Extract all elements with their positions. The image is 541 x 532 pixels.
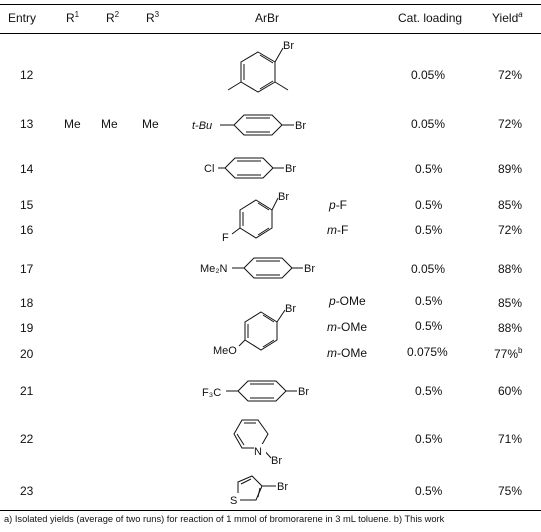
cat-14: 0.5% xyxy=(415,162,443,176)
entry-23: 23 xyxy=(20,484,34,498)
entry-21: 21 xyxy=(20,384,34,398)
br-label: Br xyxy=(271,455,282,467)
header-cat-loading: Cat. loading xyxy=(398,11,463,25)
br-label: Br xyxy=(295,120,306,132)
entry-12: 12 xyxy=(20,68,34,82)
br-label: Br xyxy=(283,40,294,52)
header-rule xyxy=(0,33,541,34)
structure-14: Cl Br xyxy=(204,157,296,179)
sub-16: m-F xyxy=(327,223,349,237)
br-label: Br xyxy=(304,263,315,275)
yield-23: 75% xyxy=(498,484,523,498)
structure-17: Me₂N Br xyxy=(200,257,315,279)
header-r2: R2 xyxy=(106,10,120,26)
entry-19: 19 xyxy=(20,321,34,335)
yield-22: 71% xyxy=(498,432,523,446)
cat-18: 0.5% xyxy=(415,294,443,308)
structure-18-20: Br MeO xyxy=(213,303,296,357)
sub-20: m-OMe xyxy=(327,346,367,360)
yield-16: 72% xyxy=(498,223,523,237)
sub-19: m-OMe xyxy=(327,320,367,334)
entry-13: 13 xyxy=(20,117,34,131)
entry-22: 22 xyxy=(20,432,34,446)
entry-14: 14 xyxy=(20,162,34,176)
entry-17: 17 xyxy=(20,262,34,276)
structure-12: Br xyxy=(227,40,294,93)
yield-17: 88% xyxy=(498,262,523,276)
tbu-label: t-Bu xyxy=(192,120,212,132)
me2n-label: Me₂N xyxy=(200,263,228,275)
n-label: N xyxy=(254,446,262,458)
sub-15: p-F xyxy=(329,198,348,212)
r1-13: Me xyxy=(64,117,81,131)
br-label: Br xyxy=(278,191,289,203)
yield-19: 88% xyxy=(498,321,523,335)
cat-22: 0.5% xyxy=(415,432,443,446)
yield-20: 77%b xyxy=(494,346,523,362)
cat-19: 0.5% xyxy=(415,319,443,333)
yield-15: 85% xyxy=(498,198,523,212)
yield-18: 85% xyxy=(498,296,523,310)
structure-15-16: Br F xyxy=(222,191,289,244)
entry-16: 16 xyxy=(20,223,34,237)
br-label: Br xyxy=(298,386,309,398)
yield-13: 72% xyxy=(498,117,523,131)
cat-21: 0.5% xyxy=(415,384,443,398)
entry-20: 20 xyxy=(20,347,34,361)
bottom-rule xyxy=(0,510,541,511)
header-r1: R1 xyxy=(66,10,80,26)
top-rule xyxy=(0,4,541,5)
entry-15: 15 xyxy=(20,198,34,212)
br-label: Br xyxy=(285,303,296,315)
header-r3: R3 xyxy=(146,10,160,26)
entry-18: 18 xyxy=(20,296,34,310)
header-yield: Yielda xyxy=(492,10,523,26)
r2-13: Me xyxy=(101,117,118,131)
structure-22: N Br xyxy=(233,419,282,467)
footnote: a) Isolated yields (average of two runs)… xyxy=(4,514,445,524)
structure-23: S Br xyxy=(228,475,288,507)
meo-label: MeO xyxy=(213,345,237,357)
yield-14: 89% xyxy=(498,162,523,176)
cat-16: 0.5% xyxy=(415,223,443,237)
cat-20: 0.075% xyxy=(407,345,448,359)
cat-15: 0.5% xyxy=(415,198,443,212)
cl-label: Cl xyxy=(204,163,214,175)
br-label: Br xyxy=(277,481,288,493)
s-label: S xyxy=(230,495,237,507)
structure-21: F₃C Br xyxy=(202,380,309,402)
br-label: Br xyxy=(285,163,296,175)
yield-21: 60% xyxy=(498,384,523,398)
cat-13: 0.05% xyxy=(411,117,446,131)
yield-12: 72% xyxy=(498,68,523,82)
f3c-label: F₃C xyxy=(202,387,221,399)
sub-18: p-OMe xyxy=(329,294,366,308)
cat-23: 0.5% xyxy=(415,484,443,498)
cat-17: 0.05% xyxy=(411,262,446,276)
cat-12: 0.05% xyxy=(411,68,446,82)
header-entry: Entry xyxy=(8,11,37,25)
structure-13: t-Bu Br xyxy=(192,114,306,136)
header-arbr: ArBr xyxy=(255,11,279,25)
f-label: F xyxy=(222,232,229,244)
r3-13: Me xyxy=(142,117,159,131)
